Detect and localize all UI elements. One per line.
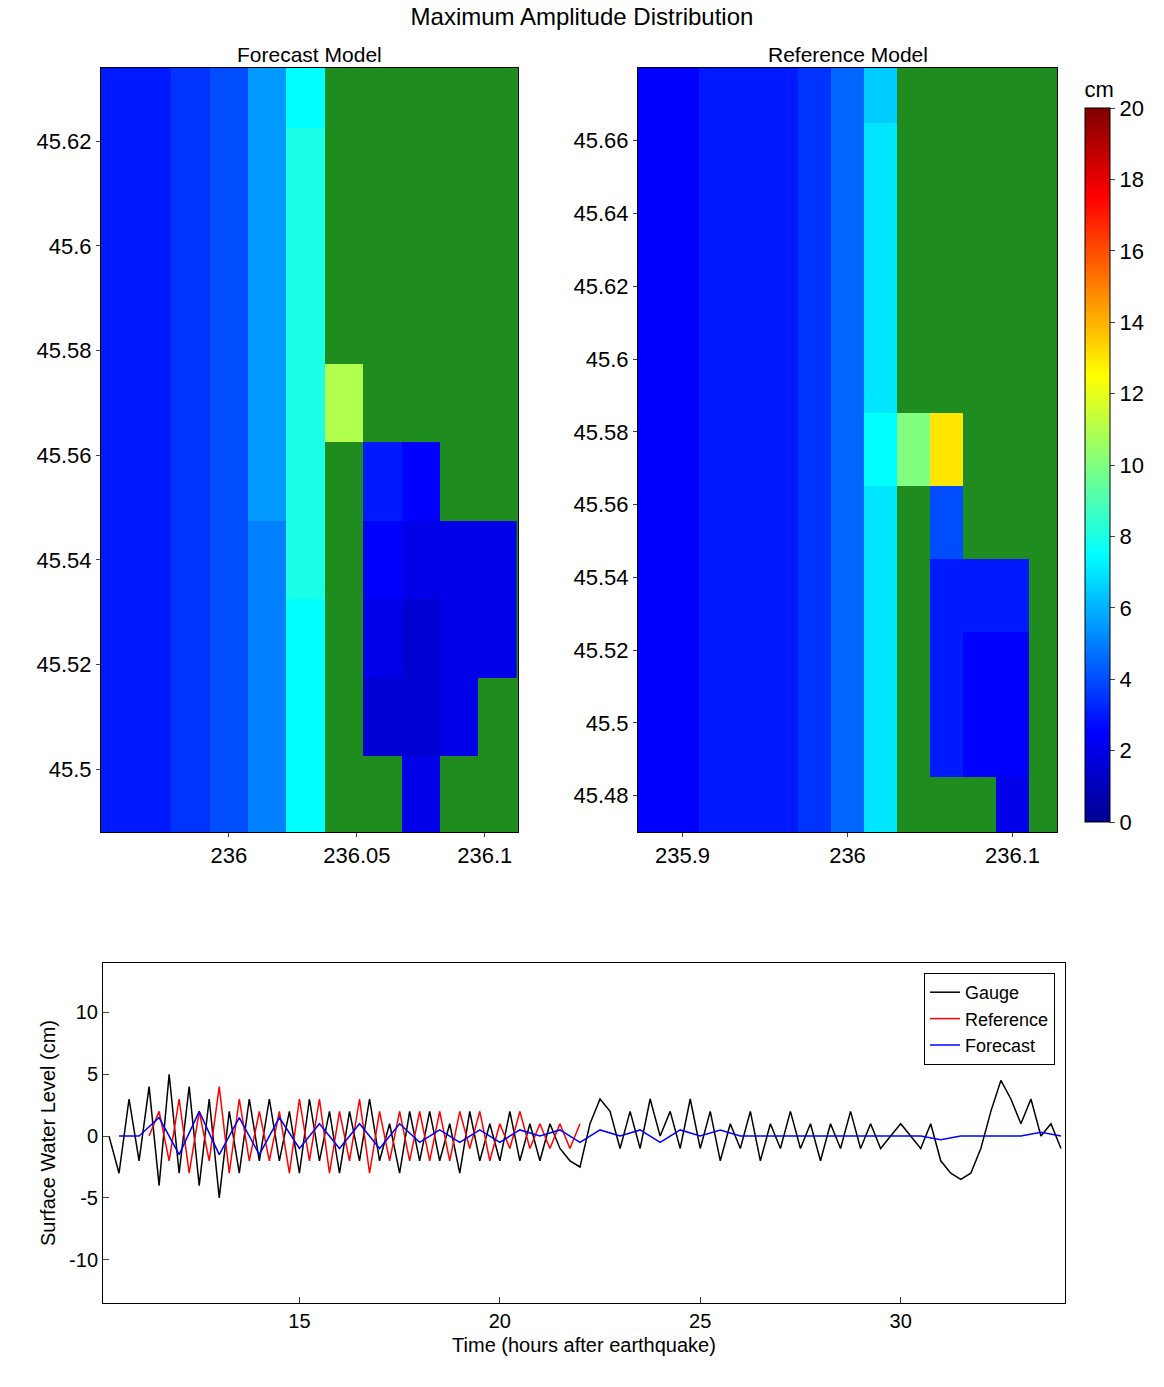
svg-text:14: 14 — [1119, 310, 1143, 335]
svg-text:18: 18 — [1119, 167, 1143, 192]
svg-text:45.56: 45.56 — [574, 492, 629, 517]
svg-text:8: 8 — [1119, 524, 1131, 549]
svg-text:45.52: 45.52 — [574, 638, 629, 663]
svg-text:45.58: 45.58 — [37, 338, 92, 363]
svg-text:45.54: 45.54 — [37, 548, 92, 573]
svg-text:cm: cm — [1085, 77, 1114, 102]
svg-text:16: 16 — [1119, 239, 1143, 264]
svg-text:10: 10 — [1119, 453, 1143, 478]
svg-text:20: 20 — [489, 1310, 511, 1332]
svg-text:236: 236 — [211, 843, 248, 868]
svg-text:25: 25 — [689, 1310, 711, 1332]
svg-text:45.5: 45.5 — [586, 711, 629, 736]
svg-text:45.52: 45.52 — [37, 652, 92, 677]
svg-text:45.62: 45.62 — [574, 274, 629, 299]
svg-text:236: 236 — [829, 843, 866, 868]
svg-text:236.1: 236.1 — [457, 843, 512, 868]
svg-text:4: 4 — [1119, 667, 1131, 692]
svg-text:Maximum Amplitude Distribution: Maximum Amplitude Distribution — [411, 3, 754, 30]
svg-text:Forecast Model: Forecast Model — [237, 43, 382, 66]
svg-text:45.56: 45.56 — [37, 443, 92, 468]
svg-text:Surface Water Level (cm): Surface Water Level (cm) — [37, 1020, 59, 1246]
svg-text:12: 12 — [1119, 381, 1143, 406]
svg-text:236.05: 236.05 — [323, 843, 390, 868]
svg-text:0: 0 — [87, 1125, 98, 1147]
svg-text:-10: -10 — [69, 1249, 98, 1271]
svg-text:45.6: 45.6 — [49, 234, 92, 259]
svg-text:15: 15 — [288, 1310, 310, 1332]
svg-text:45.58: 45.58 — [574, 420, 629, 445]
svg-text:Time (hours after earthquake): Time (hours after earthquake) — [452, 1334, 716, 1356]
svg-text:-5: -5 — [80, 1187, 98, 1209]
svg-text:236.1: 236.1 — [985, 843, 1040, 868]
svg-text:45.66: 45.66 — [574, 128, 629, 153]
svg-text:0: 0 — [1119, 810, 1131, 835]
svg-text:6: 6 — [1119, 596, 1131, 621]
svg-text:20: 20 — [1119, 96, 1143, 121]
svg-text:5: 5 — [87, 1063, 98, 1085]
svg-text:45.5: 45.5 — [49, 757, 92, 782]
svg-text:45.54: 45.54 — [574, 565, 629, 590]
svg-text:45.64: 45.64 — [574, 201, 629, 226]
svg-text:Reference: Reference — [965, 1010, 1048, 1030]
svg-text:2: 2 — [1119, 738, 1131, 763]
svg-text:45.62: 45.62 — [37, 129, 92, 154]
svg-text:30: 30 — [890, 1310, 912, 1332]
svg-text:Gauge: Gauge — [965, 983, 1019, 1003]
svg-text:Forecast: Forecast — [965, 1036, 1035, 1056]
svg-text:45.48: 45.48 — [574, 783, 629, 808]
svg-text:10: 10 — [76, 1001, 98, 1023]
svg-text:235.9: 235.9 — [655, 843, 710, 868]
svg-text:45.6: 45.6 — [586, 347, 629, 372]
svg-text:Reference Model: Reference Model — [768, 43, 928, 66]
